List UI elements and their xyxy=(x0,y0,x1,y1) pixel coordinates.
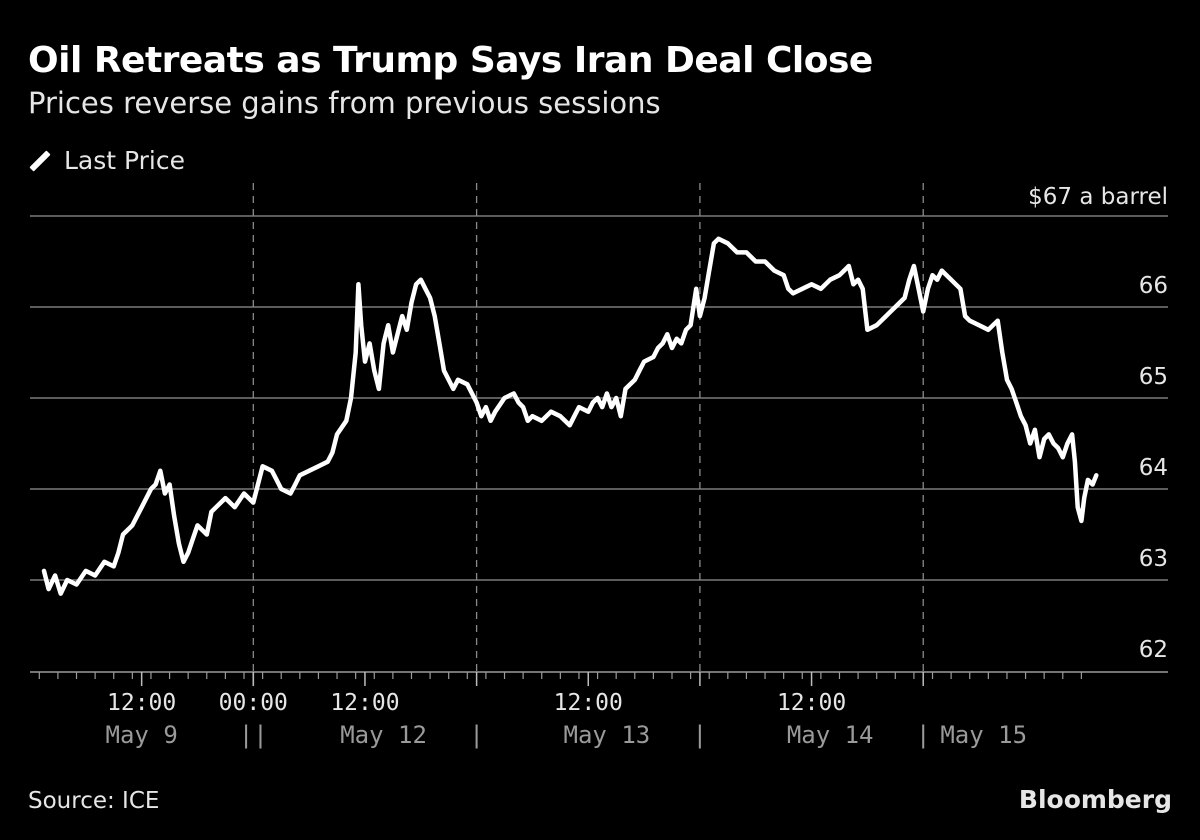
x-date-label: | xyxy=(693,721,707,749)
x-axis xyxy=(30,671,1168,686)
chart-subtitle: Prices reverse gains from previous sessi… xyxy=(28,86,661,120)
x-time-label: 12:00 xyxy=(777,690,846,716)
series-group xyxy=(41,236,1099,596)
x-time-label: 12:00 xyxy=(330,690,399,716)
y-tick-label-63: 63 xyxy=(1139,546,1168,572)
x-time-label: 12:00 xyxy=(554,690,623,716)
x-date-label: May 15 xyxy=(940,721,1027,749)
y-tick-label-62: 62 xyxy=(1139,637,1168,663)
gridlines xyxy=(30,215,1168,581)
legend: Last Price xyxy=(28,146,185,175)
x-date-label: May 13 xyxy=(564,721,651,749)
x-date-label: | xyxy=(469,721,483,749)
brand-logo: Bloomberg xyxy=(1018,785,1172,814)
x-date-label: May 14 xyxy=(787,721,874,749)
y-tick-label-66: 66 xyxy=(1139,273,1168,299)
y-tick-label-67: $67 a barrel xyxy=(1028,184,1168,210)
session-dividers xyxy=(252,183,924,672)
x-date-label: May 12 xyxy=(340,721,427,749)
x-date-label: May 9 xyxy=(106,721,178,749)
chart-title: Oil Retreats as Trump Says Iran Deal Clo… xyxy=(28,40,873,81)
x-date-label: || xyxy=(239,721,268,749)
x-time-label: 12:00 xyxy=(107,690,176,716)
source-note: Source: ICE xyxy=(28,788,160,814)
y-tick-label-65: 65 xyxy=(1139,364,1168,390)
legend-label: Last Price xyxy=(64,146,186,175)
x-date-label: | xyxy=(916,721,930,749)
series-line-last-price xyxy=(41,236,1099,596)
y-tick-label-64: 64 xyxy=(1139,455,1168,481)
x-time-label: 00:00 xyxy=(219,690,288,716)
y-axis-labels: 62 63 64 65 66 $67 a barrel xyxy=(1028,184,1168,663)
